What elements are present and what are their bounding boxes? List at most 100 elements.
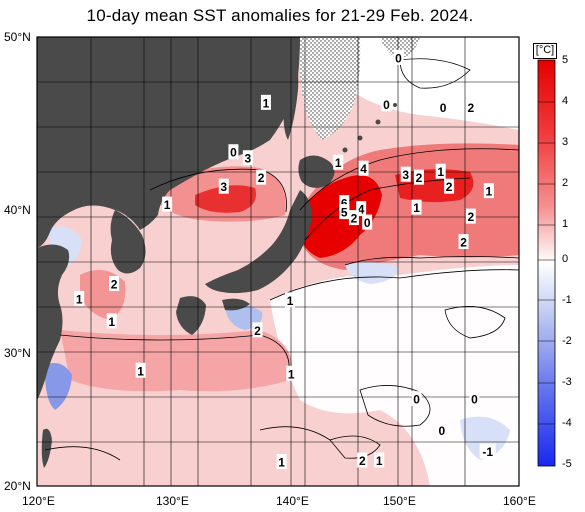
- contour-label-background: [276, 454, 287, 470]
- cool-anomaly-region: [345, 262, 400, 284]
- contour-label-background: [162, 196, 173, 212]
- contour-label-background: [285, 292, 296, 308]
- colorbar-tick-label: -4: [562, 417, 572, 429]
- contour-label-background: [411, 199, 422, 215]
- colorbar-tick-label: -2: [562, 335, 572, 347]
- latitude-label: 20°N: [4, 479, 31, 493]
- contour-label-background: [218, 178, 229, 194]
- contour-value-label: 4: [360, 162, 367, 176]
- contour-label-background: [339, 204, 350, 220]
- contour-value-label: 1: [288, 367, 295, 381]
- contour-value-label: 1: [278, 456, 285, 470]
- longitude-label: 150°E: [383, 494, 416, 508]
- graticule: [37, 37, 519, 486]
- kuril-island: [342, 147, 348, 153]
- contour-value-label: 2: [416, 171, 423, 185]
- contour-label-background: [228, 144, 239, 160]
- contour-label-background: [252, 322, 263, 338]
- taiwan-island: [41, 428, 52, 468]
- contour-value-label: 1: [287, 294, 294, 308]
- contour-value-label: 2: [460, 236, 467, 250]
- contour-value-label: 1: [76, 292, 83, 306]
- contour-value-label: 2: [467, 210, 474, 224]
- longitude-label: 130°E: [156, 494, 189, 508]
- shikoku-island: [222, 298, 250, 311]
- contour-value-label: 2: [446, 180, 453, 194]
- korean-peninsula: [110, 210, 146, 274]
- contour-label-background: [411, 391, 422, 407]
- contour-label-background: [465, 99, 476, 115]
- contour-value-label: 0: [471, 393, 478, 407]
- colorbar-tick-label: -5: [562, 458, 572, 470]
- longitude-label: 140°E: [276, 494, 309, 508]
- hokkaido-island: [298, 155, 335, 188]
- contour-value-label: -1: [482, 445, 493, 459]
- contour-value-label: 6: [341, 197, 348, 211]
- contour-label-background: [438, 99, 449, 115]
- contour-value-label: 0: [395, 51, 402, 65]
- contour-value-label: 1: [164, 198, 171, 212]
- contour-label-background: [286, 365, 297, 381]
- strong-warm-anomaly-region: [195, 185, 256, 213]
- contour-label-background: [74, 290, 85, 306]
- contour-label-background: [362, 214, 373, 230]
- contour-value-label: 0: [383, 98, 390, 112]
- contour-label-background: [333, 154, 344, 170]
- latitude-label: 30°N: [4, 346, 31, 360]
- sea-ice-area: [299, 37, 361, 140]
- contour-label-background: [374, 452, 385, 468]
- neutral-anomaly-region: [270, 265, 519, 486]
- contour-label-background: [348, 210, 359, 226]
- colorbar-tick-label: 3: [562, 136, 569, 148]
- contour-label-background: [465, 208, 476, 224]
- contour-value-label: 2: [258, 171, 265, 185]
- map-title: 10-day mean SST anomalies for 21-29 Feb.…: [86, 6, 474, 25]
- contour-label-background: [483, 183, 494, 199]
- latitude-label: 50°N: [4, 30, 31, 44]
- contour-value-label: 1: [376, 454, 383, 468]
- contour-value-label: 3: [220, 180, 227, 194]
- contour-label-background: [469, 391, 480, 407]
- contour-value-label: 1: [413, 201, 420, 215]
- contour-label-background: [381, 96, 392, 112]
- colorbar-tick-label: -3: [562, 376, 572, 388]
- colorbar-tick-label: -1: [562, 294, 572, 306]
- map-frame: [36, 36, 520, 487]
- contour-label-background: [106, 313, 117, 329]
- contour-value-label: 1: [335, 156, 342, 170]
- contour-value-label: 0: [439, 424, 446, 438]
- colorbar-unit-label: [°C]: [533, 43, 557, 59]
- honshu-island: [205, 190, 312, 294]
- kuril-island: [375, 119, 381, 125]
- colorbar-tick-marks: [538, 101, 555, 425]
- kyushu-island: [176, 296, 206, 335]
- contour-label-background: [339, 195, 350, 211]
- cool-anomaly-region: [460, 416, 510, 460]
- contour-label-background: [479, 443, 496, 459]
- colorbar: [537, 59, 556, 467]
- contour-value-label: 1: [263, 96, 270, 110]
- contour-value-label: 1: [137, 364, 144, 378]
- contour-label-background: [444, 178, 455, 194]
- colorbar-tick-label: 4: [562, 95, 569, 107]
- contour-value-label: 2: [351, 212, 358, 226]
- contour-label-background: [435, 163, 446, 179]
- latitude-label: 40°N: [4, 203, 31, 217]
- contour-value-label: 5: [341, 206, 348, 220]
- contour-label-background: [436, 422, 447, 438]
- contour-value-label: 1: [437, 165, 444, 179]
- contour-value-label: 0: [364, 216, 371, 230]
- contour-value-label: 2: [254, 324, 261, 338]
- contour-value-label: 3: [245, 152, 252, 166]
- contour-value-label: 3: [402, 168, 409, 182]
- contour-value-label: 0: [440, 101, 447, 115]
- contour-value-label: 0: [230, 146, 237, 160]
- longitude-label: 160°E: [503, 494, 536, 508]
- contour-label-background: [393, 49, 404, 65]
- colorbar-tick-label: 2: [562, 177, 569, 189]
- contour-value-label: 2: [467, 101, 474, 115]
- china-coast-landmass: [37, 244, 70, 400]
- contour-value-label: 2: [111, 277, 118, 291]
